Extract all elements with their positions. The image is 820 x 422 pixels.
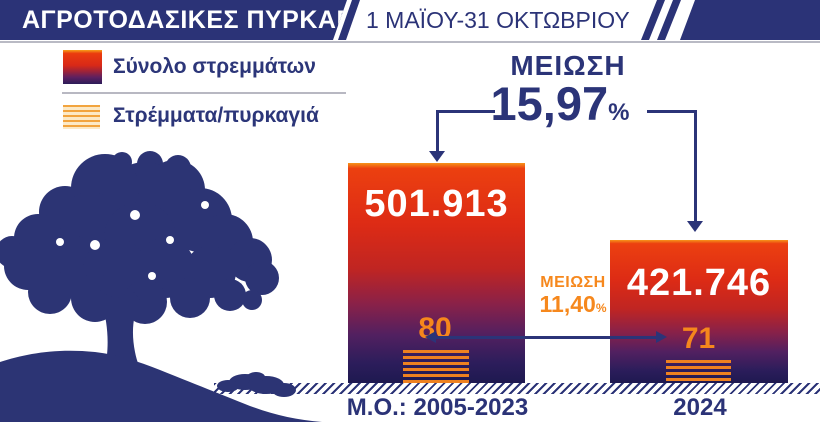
headline-decrease-value: 15,97% bbox=[428, 80, 692, 127]
legend-swatch-per-fire-striped bbox=[63, 105, 100, 129]
per-fire-comparison-arrow bbox=[433, 336, 660, 339]
per-fire-decrease-number: 11,40 bbox=[539, 291, 596, 317]
per-fire-value-2024: 71 bbox=[681, 322, 716, 355]
legend-divider bbox=[62, 92, 346, 94]
header-right-band bbox=[680, 0, 820, 40]
arrow-left-icon bbox=[425, 331, 436, 343]
bar-total-2005-2023: 501.913 bbox=[348, 163, 525, 383]
per-fire-decrease-annotation: ΜΕΙΩΣΗ 11,40% bbox=[523, 274, 623, 317]
bracket-drop-left bbox=[436, 110, 439, 152]
arrow-down-icon bbox=[429, 151, 445, 162]
per-fire-decrease-label: ΜΕΙΩΣΗ bbox=[540, 274, 606, 291]
page-title: ΑΓΡΟΤΟΔΑΣΙΚΕΣ ΠΥΡΚΑΓΙΕΣ bbox=[22, 6, 393, 34]
category-label-2024: 2024 bbox=[673, 394, 727, 421]
headline-percent-sign: % bbox=[608, 99, 630, 126]
arrow-down-icon bbox=[687, 221, 703, 232]
tree-silhouette bbox=[0, 151, 322, 422]
bar-total-2024: 421.746 bbox=[610, 240, 788, 383]
headline-decrease-label: ΜΕΙΩΣΗ bbox=[510, 50, 626, 81]
legend-label-per-fire: Στρέμματα/πυρκαγιά bbox=[113, 104, 319, 127]
bracket-line-left bbox=[438, 110, 495, 113]
legend-swatch-total-gradient bbox=[63, 50, 102, 84]
per-fire-decrease-value: 11,40% bbox=[523, 291, 623, 317]
header-title-banner: ΑΓΡΟΤΟΔΑΣΙΚΕΣ ΠΥΡΚΑΓΙΕΣ bbox=[0, 0, 393, 40]
header-date-range: 1 ΜΑΪΟΥ-31 ΟΚΤΩΒΡΙΟΥ bbox=[366, 7, 630, 33]
per-fire-percent-sign: % bbox=[595, 301, 607, 315]
bar-value-label: 421.746 bbox=[626, 262, 772, 304]
arrow-right-icon bbox=[656, 331, 667, 343]
category-label-average: Μ.Ο.: 2005-2023 bbox=[346, 394, 529, 421]
legend-label-total: Σύνολο στρεμμάτων bbox=[113, 55, 316, 78]
header-divider bbox=[0, 41, 820, 43]
ground-hatch-line bbox=[214, 383, 820, 394]
bracket-line-right bbox=[647, 110, 697, 113]
bar-value-label: 501.913 bbox=[364, 183, 509, 225]
per-fire-striped-bar bbox=[403, 350, 469, 383]
headline-decrease-number: 15,97 bbox=[490, 77, 609, 130]
bracket-drop-right bbox=[694, 110, 697, 222]
per-fire-striped-bar bbox=[666, 360, 731, 383]
